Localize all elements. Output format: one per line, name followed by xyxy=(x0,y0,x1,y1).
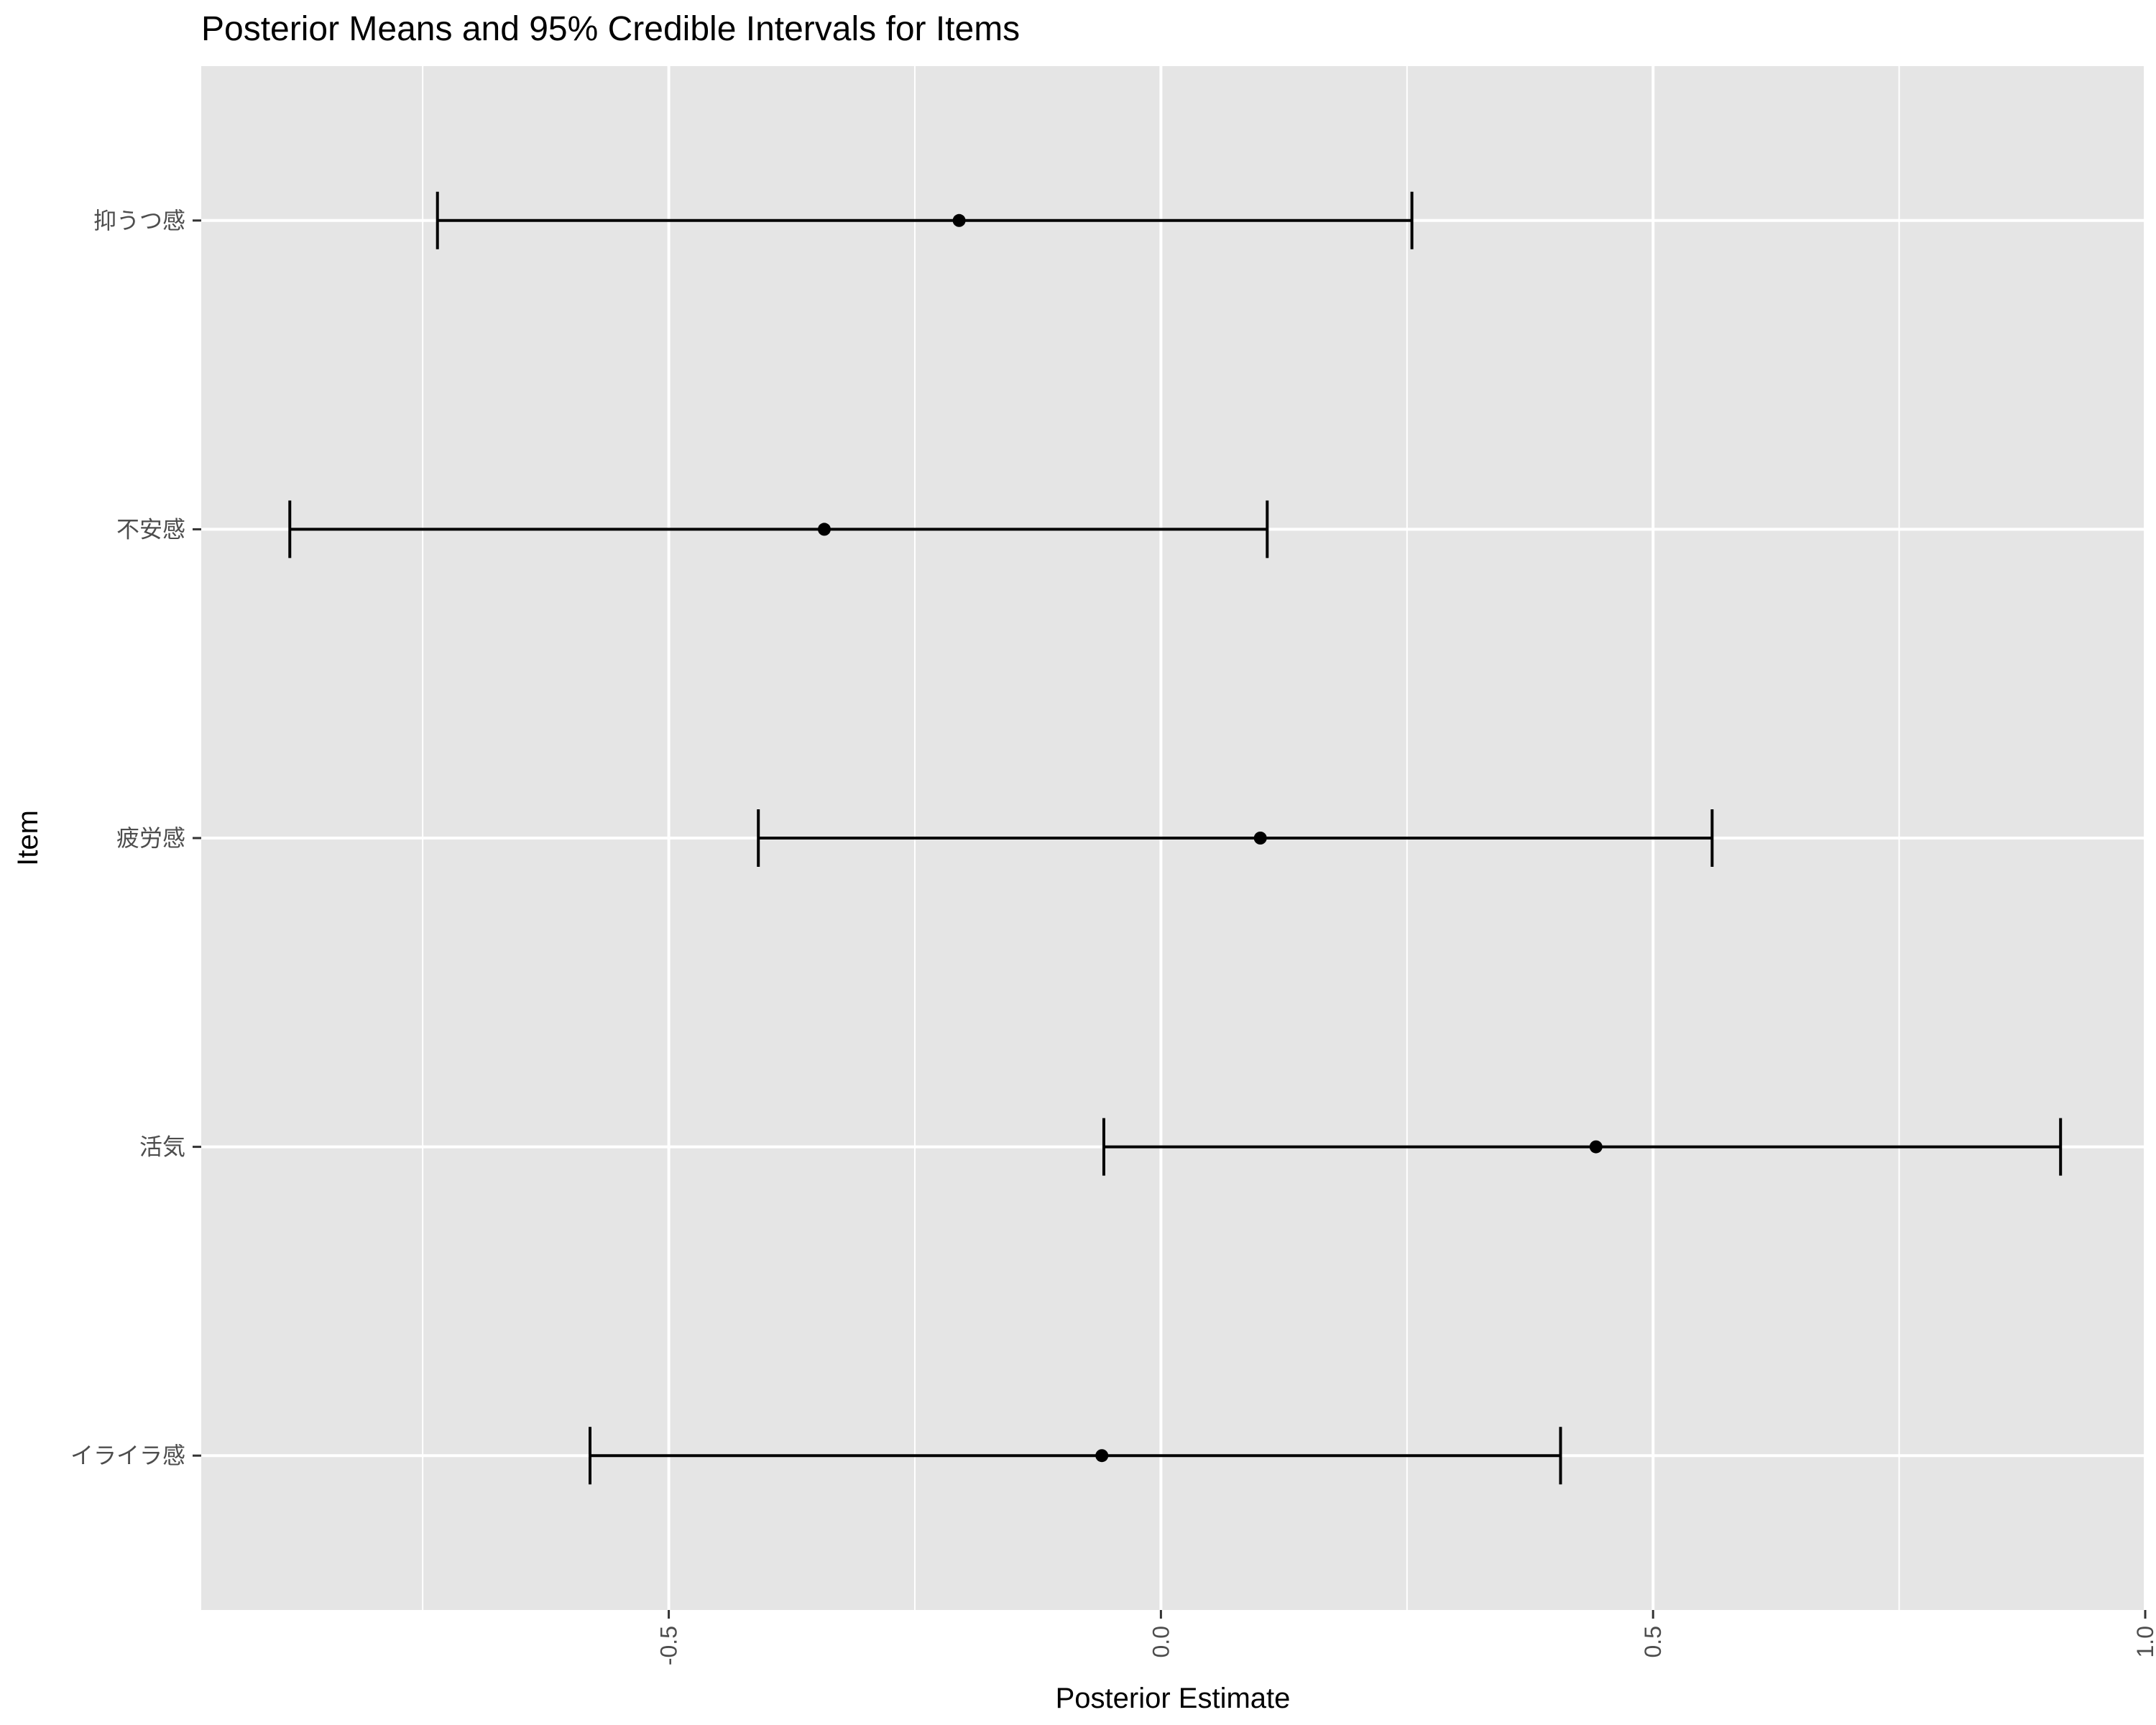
y-tick-label: イライラ感 xyxy=(70,1443,185,1468)
y-tick-label: 抑うつ感 xyxy=(93,208,185,234)
x-axis-label: Posterior Estimate xyxy=(1056,1683,1291,1714)
y-tick-label: 不安感 xyxy=(116,516,185,542)
y-tick-label: 疲労感 xyxy=(116,825,185,851)
errorbar-item xyxy=(757,809,1714,867)
mean-point xyxy=(1253,832,1267,845)
mean-point xyxy=(952,213,966,227)
x-tick-label: 0.0 xyxy=(1148,1626,1174,1657)
errorbar-item xyxy=(436,191,1414,249)
y-tick-label: 活気 xyxy=(139,1134,185,1160)
error-bars xyxy=(288,191,2063,1485)
x-tick-label: 0.5 xyxy=(1640,1626,1666,1657)
errorbar-item xyxy=(1102,1118,2063,1176)
mean-point xyxy=(817,523,831,536)
errorbar-item xyxy=(589,1427,1562,1485)
x-tick-label: 1.0 xyxy=(2132,1626,2156,1657)
mean-point xyxy=(1095,1449,1109,1463)
chart-title: Posterior Means and 95% Credible Interva… xyxy=(201,10,1020,48)
x-tick-label: -0.5 xyxy=(656,1626,682,1665)
mean-point xyxy=(1589,1140,1603,1154)
y-axis-label: Item xyxy=(12,810,44,866)
errorbar-item xyxy=(288,500,1269,558)
